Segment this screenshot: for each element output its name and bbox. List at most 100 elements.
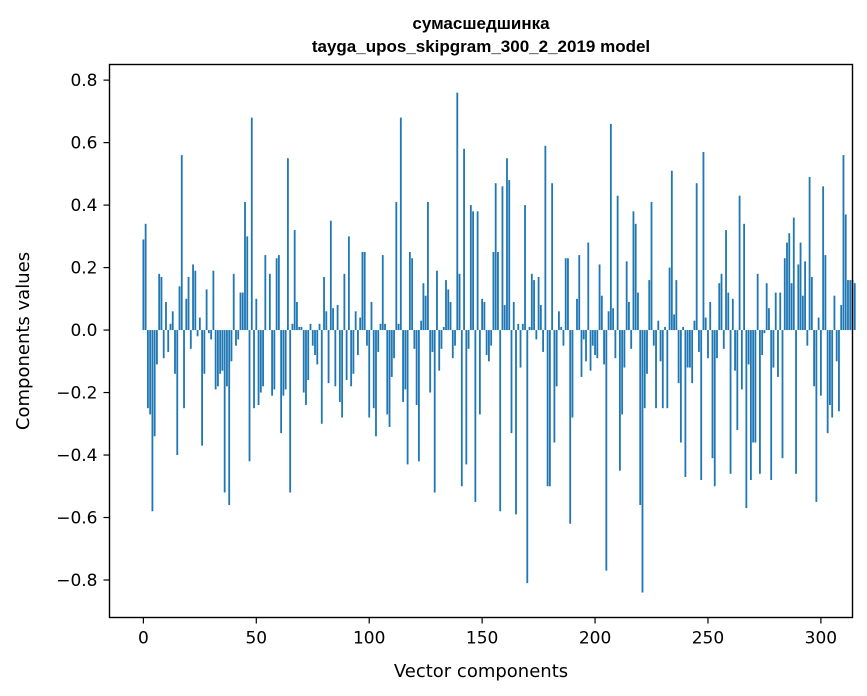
bar: [217, 330, 219, 387]
bar: [384, 323, 386, 331]
bar: [203, 330, 206, 374]
bar: [467, 330, 470, 349]
bar: [223, 330, 226, 493]
x-tick-label: 250: [692, 629, 724, 649]
bar: [688, 330, 691, 368]
bar: [259, 330, 262, 393]
bar: [302, 330, 305, 393]
chart-subtitle: tayga_upos_skipgram_300_2_2019 model: [312, 37, 650, 56]
bar: [686, 330, 689, 368]
x-axis-ticks: 0 50 100 150 200 250 300: [138, 617, 837, 649]
bar: [469, 205, 472, 331]
bar: [144, 223, 147, 331]
bar: [476, 211, 479, 331]
bar: [533, 280, 535, 331]
bar: [189, 330, 192, 349]
bar: [232, 273, 235, 331]
bar: [853, 283, 856, 331]
bar: [754, 330, 757, 443]
bar: [765, 283, 768, 331]
bar: [449, 301, 452, 331]
bar: [255, 298, 258, 331]
bar: [777, 330, 779, 377]
x-tick-label: 50: [245, 629, 267, 649]
bar: [838, 330, 840, 412]
bar: [718, 283, 721, 331]
bar: [564, 258, 567, 331]
bar: [589, 330, 592, 371]
bar: [634, 223, 637, 331]
bar: [214, 330, 217, 390]
bar: [598, 264, 601, 331]
bar: [727, 292, 730, 331]
bar: [262, 330, 264, 387]
bar: [790, 283, 793, 331]
bar: [844, 214, 847, 331]
bar: [325, 311, 328, 331]
y-tick-label: 0.6: [70, 134, 97, 154]
bar: [375, 330, 377, 437]
bar: [212, 270, 215, 331]
bar: [393, 330, 395, 359]
bar: [404, 330, 407, 390]
y-tick-label: −0.4: [56, 446, 97, 466]
bar: [311, 330, 314, 346]
y-tick-label: 0.8: [70, 71, 97, 91]
bar: [605, 330, 608, 571]
bar: [354, 311, 357, 331]
bar: [415, 330, 418, 406]
bar: [289, 330, 292, 493]
bar: [745, 330, 748, 509]
bar: [494, 183, 497, 331]
bar: [149, 330, 152, 415]
bar: [192, 264, 194, 331]
bar: [801, 295, 804, 331]
bar: [537, 276, 540, 331]
bar: [187, 276, 190, 331]
bar: [433, 330, 436, 493]
bar: [287, 158, 289, 331]
bar: [551, 183, 554, 331]
bar: [402, 330, 404, 402]
bar: [786, 242, 788, 331]
bar: [273, 330, 276, 390]
bar: [648, 280, 651, 331]
bar: [639, 330, 642, 506]
bar: [637, 292, 639, 331]
bar: [257, 330, 260, 406]
bar: [481, 298, 484, 331]
bar: [756, 273, 759, 331]
bar: [282, 330, 285, 396]
bar: [657, 320, 660, 331]
bar: [731, 298, 734, 331]
bar: [250, 117, 253, 331]
bar: [713, 330, 716, 487]
bar: [456, 92, 459, 331]
bar: [810, 276, 813, 331]
bar: [842, 155, 845, 331]
bar: [815, 330, 818, 502]
bar: [530, 273, 533, 331]
bar: [162, 330, 165, 359]
bar: [406, 330, 409, 465]
bar: [460, 330, 463, 487]
bar: [210, 330, 213, 340]
bar: [463, 148, 465, 331]
bar: [578, 255, 581, 331]
bar: [585, 330, 587, 362]
bar: [664, 326, 666, 331]
bar: [411, 258, 414, 331]
bar: [372, 330, 375, 409]
bar: [438, 330, 441, 371]
bar: [501, 186, 504, 331]
bar: [774, 292, 777, 331]
bar: [695, 183, 698, 331]
bar: [618, 330, 621, 471]
bar: [478, 330, 481, 415]
bar: [675, 280, 678, 331]
bar: [497, 251, 499, 331]
x-tick-label: 150: [466, 629, 498, 649]
bar: [503, 305, 506, 331]
bar: [652, 330, 655, 346]
